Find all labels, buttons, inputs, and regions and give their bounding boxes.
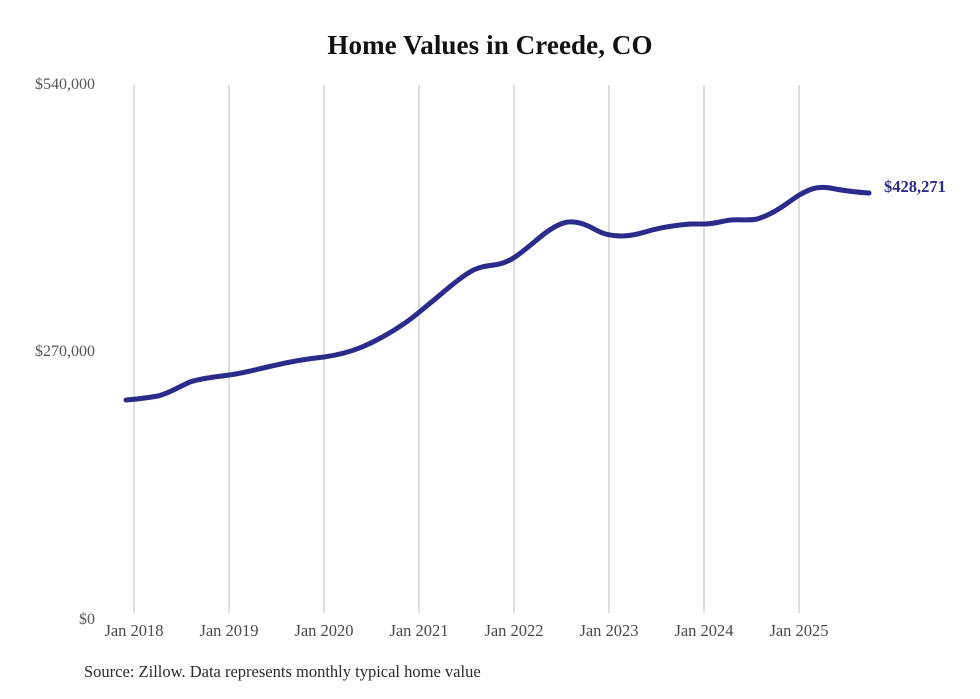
end-value-label: $428,271 xyxy=(884,177,946,196)
x-axis-label-jan-2021: Jan 2021 xyxy=(389,621,449,640)
x-axis-label-jan-2023: Jan 2023 xyxy=(579,621,639,640)
source-note: Source: Zillow. Data represents monthly … xyxy=(84,662,481,681)
gridlines xyxy=(133,85,800,613)
x-axis-label-jan-2018: Jan 2018 xyxy=(104,621,164,640)
x-axis-label-jan-2019: Jan 2019 xyxy=(199,621,259,640)
y-axis-label-270000: $270,000 xyxy=(35,343,95,360)
x-axis-label-jan-2024: Jan 2024 xyxy=(674,621,734,640)
y-axis-label-540000: $540,000 xyxy=(35,76,95,93)
y-axis-label-0: $0 xyxy=(79,611,95,628)
x-axis-label-jan-2020: Jan 2020 xyxy=(294,621,354,640)
x-axis-label-jan-2022: Jan 2022 xyxy=(484,621,544,640)
chart-title: Home Values in Creede, CO xyxy=(327,30,653,60)
end-point-marker xyxy=(868,192,870,194)
x-axis-label-jan-2025: Jan 2025 xyxy=(769,621,829,640)
home-value-line xyxy=(123,184,872,403)
